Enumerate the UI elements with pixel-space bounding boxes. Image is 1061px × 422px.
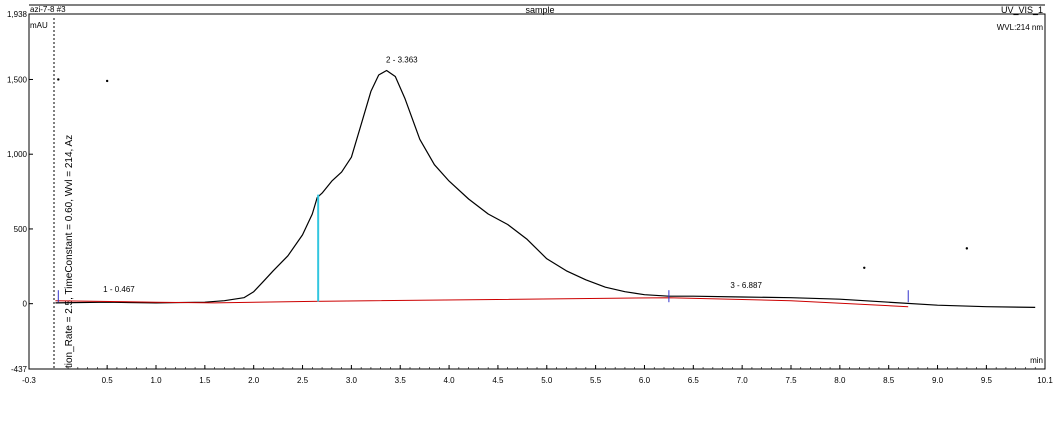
y-axis: -437 0 500 1,000 1,500 1,938 bbox=[7, 10, 33, 374]
y-unit-label: mAU bbox=[30, 21, 48, 30]
header-right: UV_VIS_1 bbox=[1001, 5, 1043, 15]
noise-dot bbox=[863, 266, 866, 270]
peak-label: 1 - 0.467 bbox=[103, 285, 135, 294]
vertical-method-label: tion_Rate = 2.5, TimeConstant = 0.60, Wv… bbox=[64, 135, 75, 368]
x-tick-label: 1.0 bbox=[150, 376, 162, 385]
x-tick-label: 0.5 bbox=[102, 376, 114, 385]
x-tick-label: 7.5 bbox=[785, 376, 797, 385]
x-tick-label: 8.5 bbox=[883, 376, 895, 385]
x-axis: -0.3 0.5 1.0 1.5 2.0 2.5 3.0 3.5 4.0 4.5 5.0 5.5 6.0… bbox=[22, 365, 1053, 385]
x-tick-label: 5.5 bbox=[590, 376, 602, 385]
plot-frame bbox=[28, 13, 1046, 370]
marks-group: 1 - 0.467 2 - 3.363 3 - 6.887 bbox=[57, 56, 969, 303]
x-tick-label: 2.0 bbox=[248, 376, 260, 385]
x-tick-label: 7.0 bbox=[737, 376, 749, 385]
y-tick-label: 0 bbox=[23, 300, 28, 309]
series-group bbox=[55, 69, 1036, 308]
x-tick-label: 9.5 bbox=[981, 376, 993, 385]
x-unit-label: min bbox=[1030, 356, 1043, 365]
signal-trace bbox=[55, 69, 1036, 308]
x-tick-label: 6.5 bbox=[688, 376, 700, 385]
x-tick-label: 9.0 bbox=[932, 376, 944, 385]
x-tick-label: 8.0 bbox=[834, 376, 846, 385]
x-tick-label: 10.1 bbox=[1037, 376, 1053, 385]
baseline-trace bbox=[55, 297, 909, 308]
x-tick-label: 5.0 bbox=[541, 376, 553, 385]
noise-dot bbox=[105, 79, 109, 83]
peak-label: 2 - 3.363 bbox=[386, 56, 418, 65]
x-tick-label: 6.0 bbox=[639, 376, 651, 385]
y-tick-label: 500 bbox=[14, 225, 28, 234]
header-center: sample bbox=[525, 5, 554, 15]
noise-dot bbox=[965, 247, 969, 250]
x-tick-label: 1.5 bbox=[199, 376, 211, 385]
header-left: azi-7-8 #3 bbox=[30, 5, 66, 14]
y-tick-label: 1,500 bbox=[7, 75, 28, 84]
peak-label: 3 - 6.887 bbox=[730, 281, 762, 290]
y-tick-label: 1,000 bbox=[7, 150, 28, 159]
x-tick-label: 2.5 bbox=[297, 376, 309, 385]
y-tick-label: 1,938 bbox=[7, 10, 28, 19]
y-tick-label: -437 bbox=[11, 365, 28, 374]
wavelength-label: WVL:214 nm bbox=[997, 23, 1044, 32]
x-tick-label: 4.0 bbox=[444, 376, 456, 385]
x-tick-label: 3.0 bbox=[346, 376, 358, 385]
noise-dot bbox=[57, 78, 60, 81]
x-tick-label: 4.5 bbox=[492, 376, 504, 385]
x-tick-label: -0.3 bbox=[22, 376, 36, 385]
x-tick-label: 3.5 bbox=[395, 376, 407, 385]
